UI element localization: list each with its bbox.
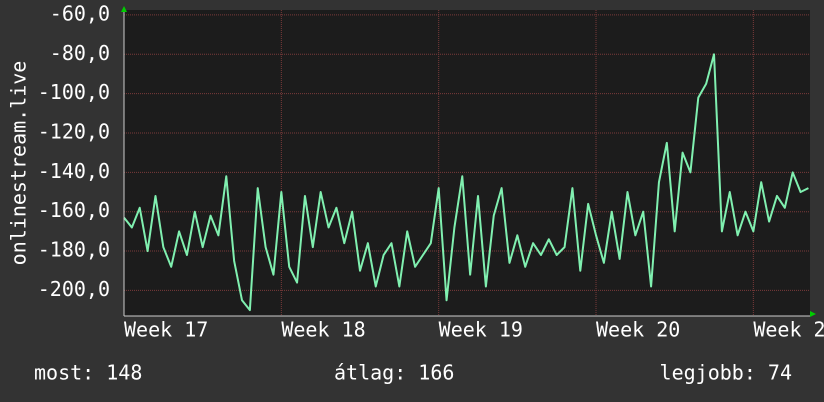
y-axis-label: onlinestream.live [7, 61, 31, 266]
y-tick-label: -80,0 [50, 41, 110, 65]
x-tick-label: Week 18 [281, 318, 365, 342]
plot-area [124, 10, 810, 316]
line-series [123, 53, 809, 312]
footer-average: átlag: 166 [334, 361, 454, 385]
y-tick-label: -180,0 [38, 238, 110, 262]
y-tick-label: -160,0 [38, 198, 110, 222]
y-tick-label: -200,0 [38, 277, 110, 301]
marks [123, 53, 809, 312]
x-tick-label: Week 20 [596, 318, 680, 342]
axis-arrow [810, 311, 816, 317]
x-tick-label: Week 21 [753, 318, 824, 342]
footer-current: most: 148 [34, 361, 142, 385]
y-tick-label: -140,0 [38, 159, 110, 183]
y-tick-label: -100,0 [38, 80, 110, 104]
x-tick-label: Week 19 [439, 318, 523, 342]
y-tick-label: -60,0 [50, 1, 110, 25]
axis-arrow [121, 6, 127, 12]
grid [123, 10, 810, 316]
footer-max: legjobb: 74 [660, 361, 792, 385]
x-tick-label: Week 17 [124, 318, 208, 342]
y-tick-label: -120,0 [38, 119, 110, 143]
